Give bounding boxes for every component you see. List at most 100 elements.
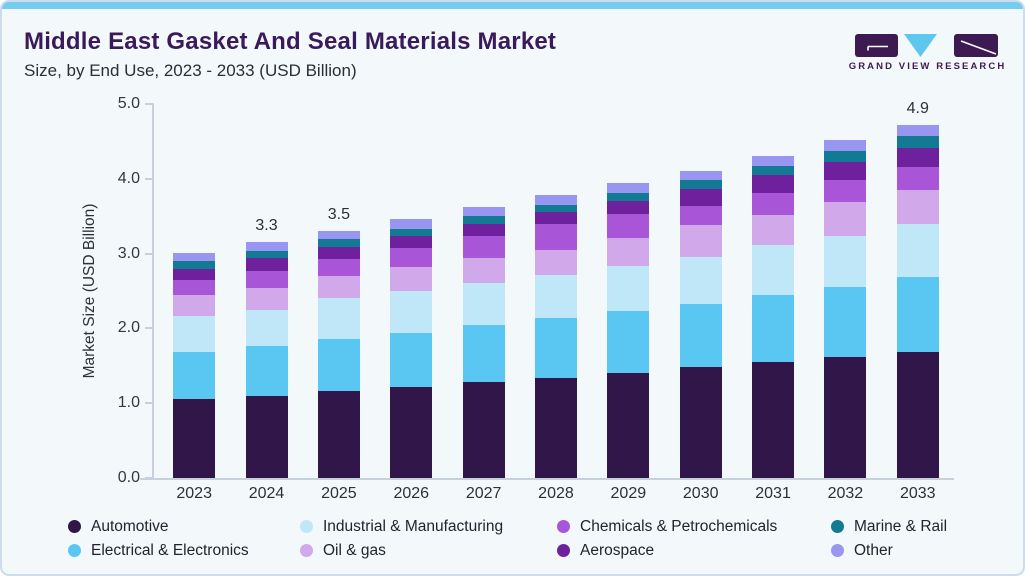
- bar-segment: [896, 124, 939, 137]
- legend-item: Marine & Rail: [831, 515, 1005, 538]
- bar-segment: [173, 316, 216, 352]
- bar-segment: [679, 189, 722, 206]
- bar-segment: [896, 276, 939, 352]
- x-tick-label: 2023: [176, 485, 212, 502]
- legend-label: Industrial & Manufacturing: [323, 517, 504, 535]
- bar-segment: [752, 155, 795, 167]
- brand-name: GRAND VIEW RESEARCH: [848, 61, 1007, 72]
- bar-segment: [390, 236, 433, 249]
- x-tick-label: 2025: [321, 485, 357, 502]
- bar-segment: [824, 151, 867, 162]
- bar-segment: [245, 288, 288, 311]
- legend-label: Chemicals & Petrochemicals: [580, 517, 778, 535]
- bar-segment: [317, 231, 360, 240]
- page-subtitle: Size, by End Use, 2023 - 2033 (USD Billi…: [24, 61, 357, 80]
- bar-segment: [679, 257, 722, 304]
- bar-segment: [752, 193, 795, 215]
- legend-item: Aerospace: [557, 539, 831, 562]
- x-tick-label: 2026: [393, 485, 430, 502]
- x-axis-line: [140, 478, 954, 480]
- x-tick-label: 2030: [682, 485, 719, 502]
- bar-segment: [534, 212, 577, 225]
- bar-segment: [390, 228, 433, 237]
- bar-column-2033: [896, 124, 939, 478]
- bar-segment: [824, 201, 867, 236]
- bar-segment: [607, 193, 650, 202]
- bar-segment: [534, 194, 577, 205]
- bar-segment: [824, 179, 867, 202]
- bar-segment: [462, 223, 505, 236]
- top-accent-bar: [2, 2, 1023, 9]
- bar-segment: [173, 261, 216, 270]
- legend-label: Electrical & Electronics: [91, 541, 249, 559]
- legend-dot-icon: [557, 544, 570, 557]
- bar-segment: [896, 148, 939, 167]
- bar-segment: [462, 382, 505, 478]
- bar-segment: [534, 204, 577, 213]
- legend-item: Oil & gas: [300, 539, 557, 562]
- x-tick-label: 2031: [755, 485, 791, 502]
- bar-segment: [679, 225, 722, 258]
- x-tick-label: 2027: [465, 485, 502, 502]
- bar-column-2028: [534, 194, 577, 478]
- legend-label: Oil & gas: [323, 541, 386, 559]
- bar-segment: [390, 291, 433, 333]
- bar-segment: [896, 136, 939, 149]
- bar-segment: [390, 219, 433, 229]
- bar-column-2026: [390, 219, 433, 478]
- bar-total-label: 3.5: [327, 206, 351, 224]
- x-tick-label: 2033: [899, 485, 936, 502]
- y-tick-label: 1.0: [117, 394, 140, 412]
- bar-segment: [607, 311, 650, 374]
- y-tick-mark: [145, 252, 153, 255]
- legend: Automotive Industrial & Manufacturing Chem…: [68, 515, 1005, 562]
- legend-label: Automotive: [91, 517, 169, 535]
- bar-segment: [534, 274, 577, 318]
- bar-segment: [752, 214, 795, 245]
- bar-segment: [534, 317, 577, 378]
- bar-segment: [534, 249, 577, 275]
- bar-segment: [824, 235, 867, 287]
- x-tick-label: 2032: [827, 485, 864, 502]
- bar-segment: [173, 269, 216, 280]
- legend-dot-icon: [831, 520, 844, 533]
- bar-segment: [607, 213, 650, 238]
- y-tick-label: 0.0: [117, 469, 140, 486]
- y-tick-label: 4.0: [117, 169, 140, 187]
- bar-segment: [317, 297, 360, 339]
- bar-segment: [607, 183, 650, 193]
- legend-dot-icon: [300, 544, 313, 557]
- bar-segment: [462, 235, 505, 259]
- y-tick-label: 5.0: [117, 95, 140, 112]
- legend-item: Electrical & Electronics: [68, 539, 300, 562]
- legend-label: Aerospace: [580, 541, 655, 559]
- bar-segment: [752, 362, 795, 478]
- bar-segment: [245, 310, 288, 347]
- bar-total-label: 3.3: [255, 216, 278, 234]
- y-axis-title: Market Size (USD Billion): [81, 203, 98, 379]
- bar-segment: [390, 332, 433, 388]
- bar-segment: [607, 237, 650, 267]
- bar-segment: [462, 207, 505, 217]
- bar-column-2023: [173, 252, 216, 478]
- bar-column-2032: [824, 139, 867, 478]
- bar-segment: [679, 205, 722, 226]
- grand-view-research-logo-icon: [855, 34, 998, 57]
- bar-segment: [607, 266, 650, 312]
- bar-segment: [896, 190, 939, 225]
- y-tick-label: 2.0: [117, 319, 140, 337]
- bar-segment: [245, 270, 288, 288]
- bar-segment: [173, 252, 216, 262]
- bar-segment: [607, 373, 650, 478]
- bar-segment: [317, 338, 360, 392]
- bar-segment: [896, 224, 939, 277]
- bar-segment: [679, 180, 722, 190]
- legend-item: Chemicals & Petrochemicals: [557, 515, 831, 538]
- bar-segment: [317, 258, 360, 277]
- bar-segment: [173, 294, 216, 317]
- legend-dot-icon: [68, 544, 81, 557]
- bar-segment: [679, 303, 722, 367]
- bar-segment: [173, 279, 216, 295]
- y-tick-label: 3.0: [117, 244, 140, 262]
